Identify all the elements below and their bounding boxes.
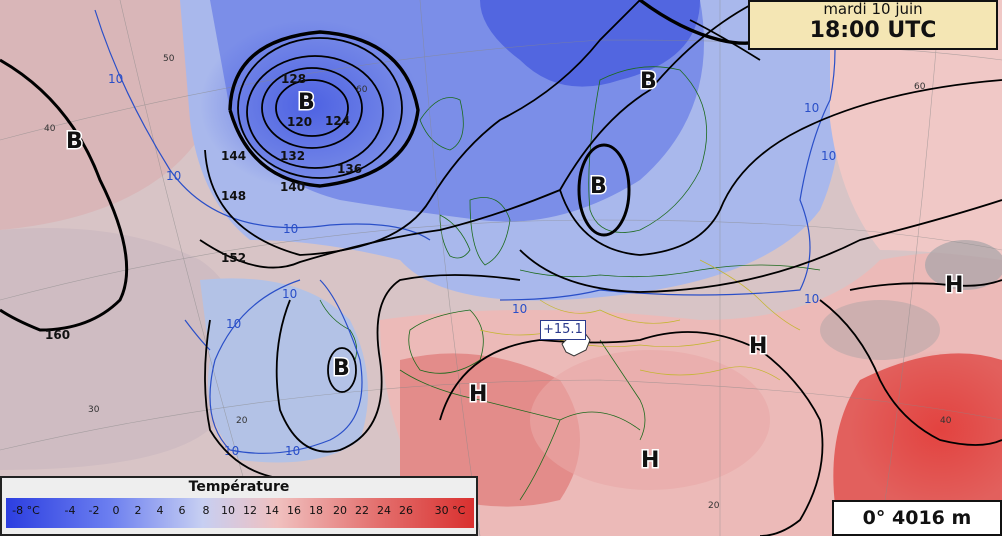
isohypse-label: 148: [221, 189, 246, 203]
grid-label: 30: [88, 405, 100, 415]
isohypse-label: 136: [337, 162, 362, 176]
legend-tick: 22: [355, 504, 369, 517]
legend-color-bar: [6, 498, 474, 528]
isohypse-label: 152: [221, 251, 246, 265]
high-center: H: [641, 448, 659, 473]
legend-tick: 8: [202, 504, 210, 517]
isotherm-label: 10: [804, 292, 819, 306]
low-center: B: [590, 174, 607, 199]
grid-labels: 50 40 30 20 60 60 40 20: [44, 54, 952, 511]
legend-tick: 16: [287, 504, 301, 517]
legend-tick: 24: [377, 504, 391, 517]
grid-label: 20: [236, 416, 248, 426]
isohypse-label: 160: [45, 328, 70, 342]
low-center: B: [640, 69, 657, 94]
isotherm-labels: 10 10 10 10 10 10 10 10 10 10 10: [108, 72, 836, 458]
isotherm-label: 10: [226, 317, 241, 331]
legend-ticks: -8 °C -4 -2 0 2 4 6 8 10 12 14 16 18 20 …: [6, 504, 474, 524]
isotherm-label: 10: [804, 101, 819, 115]
isohypse-label: 144: [221, 149, 246, 163]
isotherms: [94, 0, 836, 454]
high-center: H: [469, 382, 487, 407]
borders: [479, 259, 801, 381]
legend-tick: -2: [88, 504, 100, 517]
high-center: H: [749, 334, 767, 359]
isohypse-label: 128: [281, 72, 306, 86]
isotherm-label: 10: [282, 287, 297, 301]
legend-tick: 4: [156, 504, 164, 517]
freezing-level-box: 0° 4016 m: [832, 500, 1002, 536]
pressure-centers: B B B B B H H H H: [65, 68, 965, 475]
high-center: H: [945, 273, 963, 298]
isohypse-label: 120: [287, 115, 312, 129]
isotherm-label: 10: [285, 444, 300, 458]
probe-value: +15.1: [540, 320, 586, 340]
legend-tick: 0: [112, 504, 120, 517]
isotherm-label: 10: [108, 72, 123, 86]
date-label: mardi 10 juin: [823, 0, 923, 18]
grid-label: 60: [914, 82, 926, 92]
isotherm-label: 10: [512, 302, 527, 316]
grid-label: 50: [163, 54, 175, 64]
low-center: B: [66, 129, 83, 154]
legend-tick: 6: [178, 504, 186, 517]
grid-label: 40: [44, 124, 56, 134]
isotherm-label: 10: [166, 169, 181, 183]
time-label: 18:00 UTC: [809, 18, 937, 43]
low-center: B: [333, 356, 350, 381]
isohypse-label: 132: [280, 149, 305, 163]
isotherm-label: 10: [821, 149, 836, 163]
legend-tick: 30 °C: [434, 504, 466, 517]
isohypse-label: 124: [325, 114, 350, 128]
isohypse-label: 140: [280, 180, 305, 194]
legend-tick: 2: [134, 504, 142, 517]
legend-tick: -4: [64, 504, 76, 517]
legend-tick: 20: [333, 504, 347, 517]
legend-tick: 10: [221, 504, 235, 517]
temperature-legend: Température -8 °C -4 -2 0 2 4 6 8 10 12 …: [0, 476, 478, 536]
grid-label: 40: [940, 416, 952, 426]
coastlines: [319, 66, 821, 501]
legend-tick: 26: [399, 504, 413, 517]
legend-tick: -8 °C: [12, 504, 40, 517]
legend-tick: 14: [265, 504, 279, 517]
isotherm-label: 10: [283, 222, 298, 236]
legend-title: Température: [188, 479, 290, 495]
legend-tick: 18: [309, 504, 323, 517]
low-center: B: [298, 90, 315, 115]
grid-label: 60: [356, 85, 368, 95]
date-time-box: mardi 10 juin 18:00 UTC: [748, 0, 998, 50]
legend-tick: 12: [243, 504, 257, 517]
isohypse-labels: 128 120 124 132 136 140 144 148 152 160: [45, 72, 362, 342]
grid-label: 20: [708, 501, 720, 511]
isotherm-label: 10: [224, 444, 239, 458]
